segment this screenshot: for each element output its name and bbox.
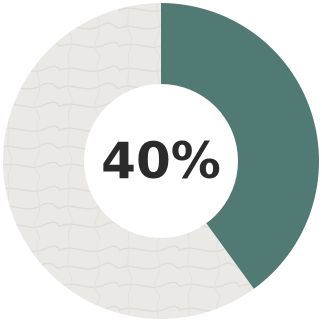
donut-hole (84, 84, 238, 238)
slice-highlighted (161, 3, 319, 289)
center-percentage-label: 40% (101, 132, 221, 190)
